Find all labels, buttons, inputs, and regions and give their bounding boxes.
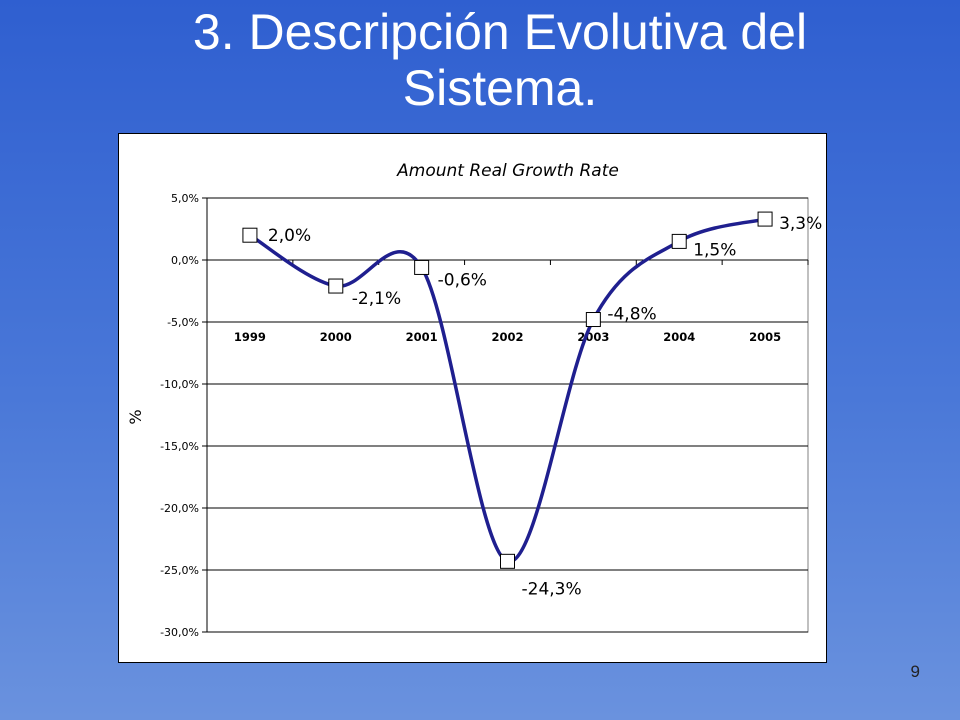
y-tick-label: -30,0% (160, 626, 199, 639)
y-tick-label: -5,0% (167, 316, 199, 329)
x-tick-label: 2001 (406, 330, 438, 344)
page-number: 9 (910, 662, 920, 681)
data-label: -0,6% (438, 270, 487, 290)
data-label: 3,3% (779, 214, 822, 234)
growth-rate-chart: Amount Real Growth Rate % 5,0% 0,0% -5,0% -… (126, 161, 822, 639)
y-tick-label: -10,0% (160, 378, 199, 391)
data-label: -4,8% (607, 305, 656, 325)
data-point-marker (414, 259, 430, 275)
x-tick-label: 2005 (749, 330, 781, 344)
y-axis-label: % (126, 409, 145, 424)
x-tick-label: 2004 (663, 330, 695, 344)
data-label: 2,0% (268, 226, 311, 246)
x-tick-label: 1999 (234, 330, 266, 344)
y-tick-label: -25,0% (160, 564, 199, 577)
slide-title-line-1: 3. Descripción Evolutiva del (192, 4, 808, 60)
y-tick-label: 5,0% (171, 192, 199, 205)
chart-title: Amount Real Growth Rate (396, 161, 619, 181)
data-point-marker (757, 211, 773, 227)
slide-title-line-2: Sistema. (402, 60, 598, 116)
data-label: 1,5% (693, 240, 736, 260)
data-label: -2,1% (352, 289, 401, 309)
x-tick-label: 2002 (491, 330, 523, 344)
slide-title: 3. Descripción Evolutiva del Sistema. (0, 4, 960, 116)
x-tick-label: 2000 (320, 330, 352, 344)
data-point-marker (500, 553, 515, 569)
data-point-marker (328, 278, 344, 294)
y-tick-label: 0,0% (171, 254, 199, 267)
data-point-marker (585, 312, 601, 328)
data-point-marker (242, 227, 258, 243)
series-line (249, 217, 766, 564)
chart-container: Amount Real Growth Rate % 5,0% 0,0% -5,0% -… (118, 133, 827, 663)
y-tick-label: -15,0% (160, 440, 199, 453)
data-label: -24,3% (522, 579, 582, 599)
y-tick-label: -20,0% (160, 502, 199, 515)
data-point-marker (671, 233, 687, 249)
